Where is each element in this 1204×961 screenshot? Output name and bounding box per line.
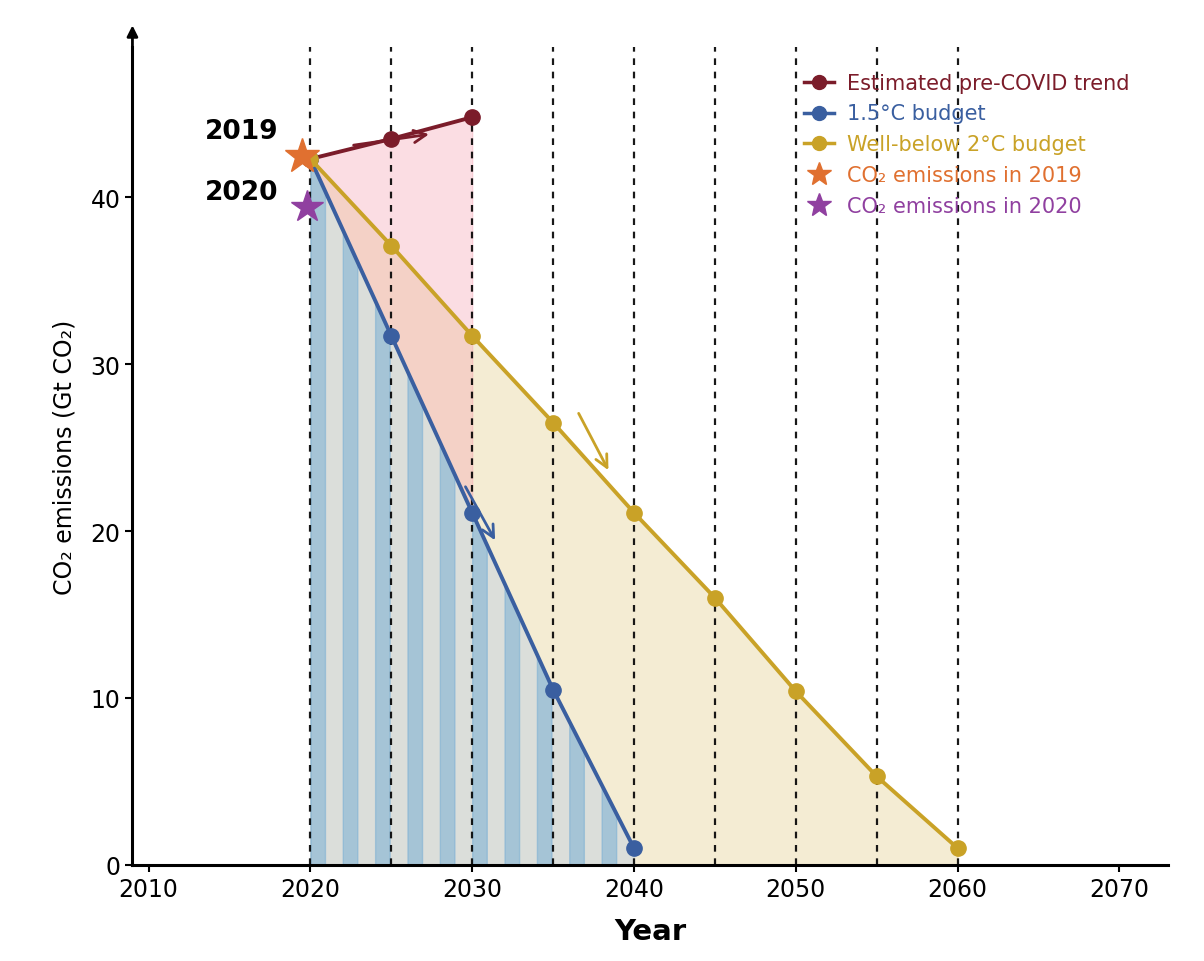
Legend: Estimated pre-COVID trend, 1.5°C budget, Well-below 2°C budget, CO₂ emissions in: Estimated pre-COVID trend, 1.5°C budget,…: [797, 66, 1138, 224]
Y-axis label: CO₂ emissions (Gt CO₂): CO₂ emissions (Gt CO₂): [53, 319, 77, 594]
X-axis label: Year: Year: [614, 918, 686, 946]
Text: 2019: 2019: [205, 118, 279, 144]
Text: 2020: 2020: [205, 180, 279, 206]
